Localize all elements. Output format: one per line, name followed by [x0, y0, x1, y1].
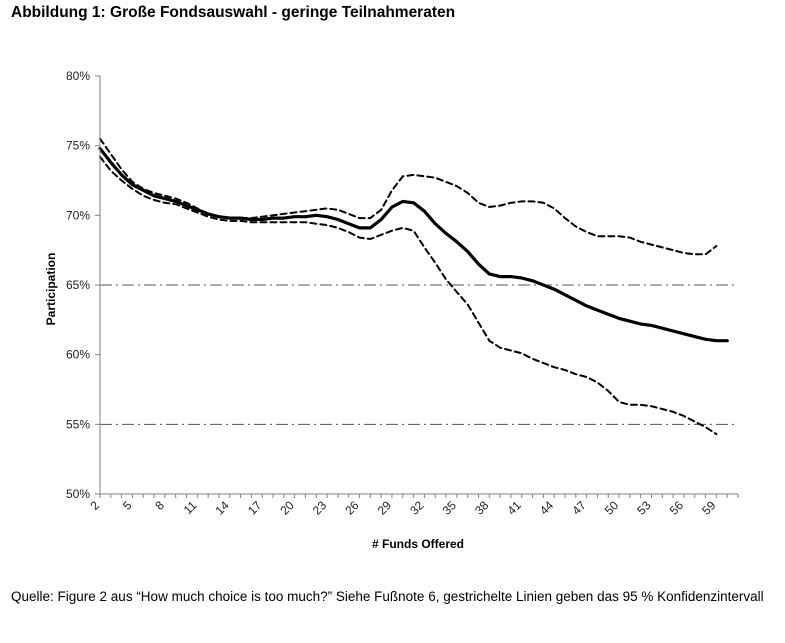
x-tick-label: 2 [87, 498, 102, 513]
series-layer [98, 137, 729, 436]
lower-ci-line [99, 155, 718, 436]
y-axis-title: Participation [44, 253, 58, 326]
figure-title: Abbildung 1: Große Fondsauswahl - gering… [11, 4, 456, 21]
reference-lines [100, 284, 738, 425]
x-tick-label: 50 [602, 498, 622, 518]
y-tick-label: 65% [66, 278, 90, 292]
x-tick-label: 32 [407, 498, 427, 518]
x-tick-label: 53 [634, 498, 654, 518]
x-tick-label: 41 [505, 498, 525, 518]
x-tick-label: 20 [277, 498, 297, 518]
x-tick-label: 44 [537, 498, 557, 518]
x-tick-label: 59 [699, 498, 719, 518]
y-tick-label: 80% [66, 69, 90, 83]
y-ticks: 50% 55% 60% 65% 70% 75% 80% [66, 69, 100, 501]
y-tick-label: 60% [66, 348, 90, 362]
x-tick-label: 56 [667, 498, 687, 518]
upper-ci-line [99, 137, 718, 256]
x-axis-title: # Funds Offered [372, 537, 464, 551]
y-tick-label: 75% [66, 139, 90, 153]
figure-caption: Quelle: Figure 2 aus “How much choice is… [11, 589, 764, 604]
y-tick-label: 70% [66, 208, 90, 222]
x-tick-label: 29 [375, 498, 395, 518]
x-tick-label: 8 [152, 498, 167, 513]
y-tick-label: 50% [66, 487, 90, 501]
x-tick-label: 35 [440, 498, 460, 518]
x-tick-label: 38 [472, 498, 492, 518]
x-tick-label: 17 [245, 498, 265, 518]
x-tick-label: 11 [181, 498, 200, 517]
x-tick-label: 14 [213, 498, 233, 518]
participation-line-chart: 50% 55% 60% 65% 70% 75% 80% 2 5 8 11 14 17 20 23 26 29 3… [44, 69, 739, 551]
x-ticks: 2 5 8 11 14 17 20 23 26 29 32 35 38 41 44 47 50 53 56 59 [87, 494, 739, 518]
x-tick-label: 5 [120, 498, 135, 513]
estimate-line [98, 146, 729, 343]
x-tick-label: 47 [569, 498, 589, 518]
x-tick-label: 26 [342, 498, 362, 518]
x-tick-label: 23 [310, 498, 330, 518]
y-tick-label: 55% [66, 417, 90, 431]
